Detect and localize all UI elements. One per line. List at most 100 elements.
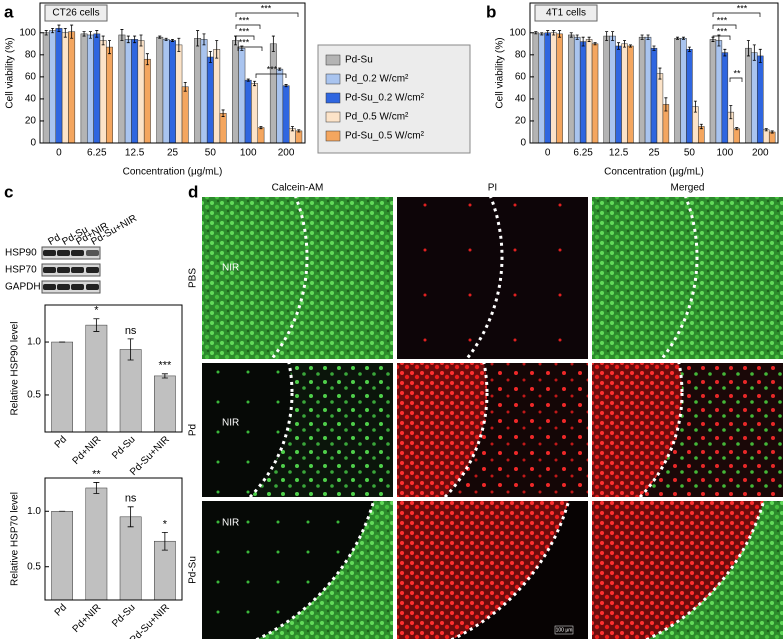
y-tick-label: 100 [19,27,36,38]
significance: *** [239,37,250,47]
blot-band [43,267,56,273]
x-tick-label: 25 [648,148,660,159]
x-tick-label: 6.25 [573,148,593,159]
scale-box [554,625,574,635]
error-bar [161,373,168,379]
plot-frame [44,477,183,601]
error-bar [93,318,100,332]
error-bar [593,42,597,46]
x-tick-label: Pd+NIR [71,602,104,635]
bar [544,32,551,144]
y-axis-title: Relative HSP90 level [10,322,21,416]
irradiation-boundary [637,363,684,497]
bar [282,85,290,144]
y-tick-label: 0 [520,138,526,149]
row-label: Pd [188,424,199,436]
bar [99,40,107,144]
x-tick-label: 200 [278,148,295,159]
legend-label: Pd-Su [345,55,373,66]
bar [585,39,593,144]
error-bar [534,31,538,35]
error-bar [723,48,727,57]
panel-letter: d [188,182,198,201]
bar [532,32,540,144]
irradiated-region [397,363,487,497]
error-bar [623,40,627,48]
legend-label: Pd_0.2 W/cm² [345,74,409,85]
legend-swatch [325,54,341,66]
bar [674,38,681,144]
error-bar [215,40,219,59]
bar [118,34,126,144]
error-bar [120,29,124,41]
row-label: PBS [188,268,199,288]
bar [550,32,557,144]
bar [42,32,50,144]
bar [757,55,764,144]
y-tick-label: 1.0 [27,337,41,348]
error-bar [646,34,650,40]
title-box [44,4,108,22]
bar [751,52,758,144]
error-bar [617,42,621,50]
bar [745,47,752,144]
error-bar [640,34,644,40]
protein-label: HSP70 [5,265,37,276]
blot-band [43,250,56,256]
region-label: NIR [222,263,239,274]
bar [131,39,139,144]
bar [579,41,587,144]
bar [61,32,69,144]
bar [85,324,108,433]
bar [715,40,723,144]
blot-band [86,267,99,273]
bar [568,34,575,144]
irradiated-region [592,197,697,359]
error-bar [658,67,662,80]
bar [709,39,717,144]
error-bar [758,48,762,63]
y-tick-label: 80 [25,49,37,60]
error-bar [183,81,187,92]
legend-box [317,44,471,154]
error-bar [196,30,200,47]
significance: ** [92,468,101,480]
error-bar [764,128,768,132]
bar [603,35,610,144]
significance-bracket [255,73,287,78]
y-tick-label: 1.0 [27,506,41,517]
error-bar [259,126,263,130]
irradiation-boundary [247,363,294,497]
significance-bracket [237,46,263,51]
significance: *** [239,15,250,25]
error-bar [101,35,105,46]
column-header: Merged [671,183,705,194]
lane-label: Pd [46,232,62,248]
region-label: NIR [222,518,239,529]
significance-bracket [712,35,731,40]
significance: *** [717,26,728,36]
irradiation-boundary [464,197,504,359]
blot-band [57,284,70,290]
y-axis-title: Cell viability (%) [495,37,506,108]
bar [51,511,73,601]
error-bar [158,35,162,39]
significance: * [94,305,99,317]
region-label: NIR [222,418,239,429]
significance: ns [125,325,137,337]
error-bar [171,38,174,42]
bar [573,36,581,144]
y-tick-label: 40 [515,94,527,105]
y-tick-label: 0.5 [27,561,41,572]
error-bar [70,24,74,39]
bar [156,36,164,144]
irradiated-region [202,197,307,359]
scale-label: 100 μm [556,627,573,633]
error-bar [611,31,615,41]
x-tick-label: 12.5 [125,148,145,159]
blot-band [71,267,84,273]
blot-band [71,250,84,256]
legend-swatch [325,130,341,142]
y-tick-label: 60 [25,71,37,82]
error-bar [284,84,288,88]
